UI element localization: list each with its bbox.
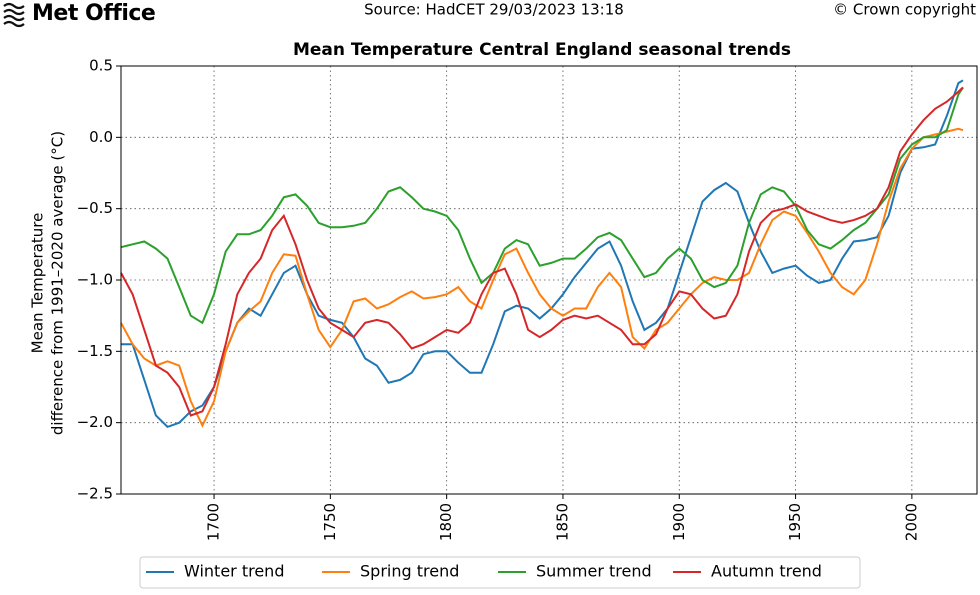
logo-text: Met Office [32, 1, 155, 26]
source: Source: HadCET 29/03/2023 13:18 [364, 1, 624, 19]
legend-label: Autumn trend [711, 562, 822, 581]
y-tick-label: 0.5 [89, 57, 113, 75]
x-tick-label: 1850 [553, 503, 571, 541]
plot-frame [120, 65, 978, 495]
copyright: © Crown copyright [833, 1, 976, 19]
x-tick-label: 1800 [437, 503, 455, 541]
legend-label: Spring trend [360, 562, 459, 581]
x-tick-label: 2000 [902, 503, 920, 541]
series-line [120, 86, 964, 325]
y-tick-label: −0.5 [77, 199, 113, 217]
x-tick-label: 1900 [670, 503, 688, 541]
y-tick-label: −2.5 [77, 485, 113, 503]
series-line [120, 86, 964, 417]
y-tick-label: −2.0 [77, 413, 113, 431]
y-axis-label: difference from 1991–2020 average (°C) [49, 131, 67, 435]
x-tick-label: 1700 [205, 503, 223, 541]
x-tick-label: 1950 [786, 503, 804, 541]
series-line [120, 127, 964, 428]
y-tick-label: 0.0 [89, 128, 113, 146]
x-tick-label: 1750 [321, 503, 339, 541]
y-tick-label: −1.0 [77, 271, 113, 289]
y-tick-label: −1.5 [77, 342, 113, 360]
legend-label: Summer trend [536, 562, 652, 581]
series-line [121, 79, 964, 429]
logo-icon [3, 2, 25, 28]
legend-label: Winter trend [184, 562, 284, 581]
chart-title: Mean Temperature Central England seasona… [293, 40, 791, 60]
y-axis-label: Mean Temperature [29, 213, 47, 354]
